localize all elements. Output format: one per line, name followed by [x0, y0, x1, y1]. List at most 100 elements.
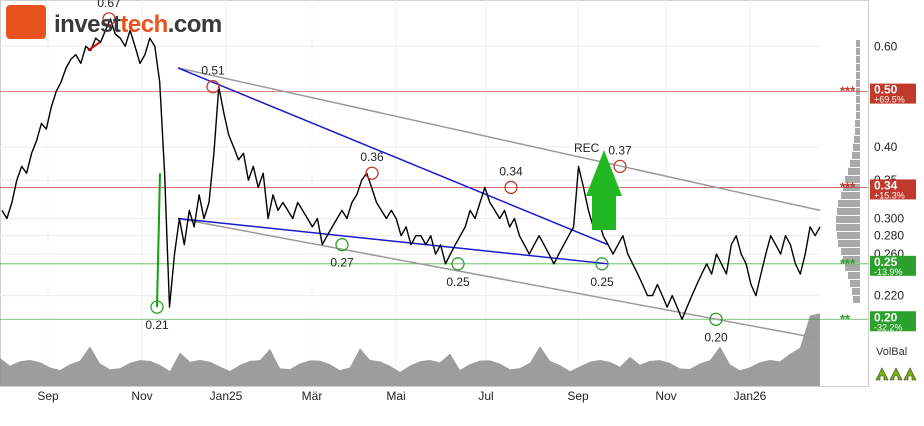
volume-profile-bar: [837, 208, 860, 215]
pivot-label: 0.25: [446, 275, 470, 289]
volume-profile-bar: [856, 64, 860, 71]
level-pct: -32.2%: [874, 322, 903, 332]
y-tick-label: 0.40: [874, 140, 898, 154]
pivot-marker: [504, 180, 518, 195]
arrow-up-green-icon: [903, 367, 917, 381]
pivot-marker: [595, 257, 609, 271]
pivot-marker: [206, 80, 220, 94]
arrow-up-green-icon: [889, 367, 903, 381]
pivot-label: 0.34: [499, 164, 523, 178]
level-badge-support: [870, 255, 916, 276]
volume-profile-bar: [853, 144, 860, 151]
volume-profile-bar: [852, 288, 860, 295]
y-tick-label: 0.300: [874, 212, 904, 226]
level-stars: **: [840, 311, 851, 326]
pivot-label: 0.21: [145, 318, 169, 332]
x-tick-label: Jan26: [734, 389, 767, 403]
logo-badge-icon: [6, 5, 46, 39]
volume-profile-bar: [856, 72, 860, 79]
volume-profile-bar: [848, 168, 860, 175]
volbal-arrows: [875, 367, 917, 381]
logo-text: investtech.com: [54, 11, 222, 38]
level-value: 0.20: [874, 310, 898, 324]
volume-profile-bar: [856, 96, 860, 103]
volume-profile-bar: [838, 240, 860, 247]
level-pct: -13.9%: [874, 267, 903, 277]
pivot-marker: [335, 238, 349, 252]
pivot-marker: [150, 300, 164, 314]
y-tick-label: 0.280: [874, 229, 904, 243]
breakout-segment: [87, 41, 101, 52]
investtech-logo[interactable]: investtech.com: [6, 5, 222, 39]
pivot-label: 0.27: [330, 256, 354, 270]
channel-upper: [177, 67, 821, 212]
rec-arrow-icon: [586, 150, 622, 230]
level-badge-resistance: [870, 83, 916, 104]
level-stars: ***: [840, 256, 856, 271]
level-pct: +15.3%: [874, 190, 905, 200]
pivot-label: 0.67: [97, 0, 121, 10]
pivot-label: 0.20: [704, 330, 728, 344]
pivot-label: 0.37: [608, 143, 632, 157]
rec-label: REC: [574, 141, 600, 155]
level-pct: +69.5%: [874, 95, 905, 105]
pivot-label: 0.25: [590, 275, 614, 289]
volume-profile-bar: [850, 160, 860, 167]
volbal-label: VolBal: [876, 346, 908, 358]
level-value: 0.34: [874, 178, 898, 192]
level-badge-resistance: [870, 179, 916, 200]
x-tick-label: Nov: [655, 389, 676, 403]
volume-profile-bar: [848, 272, 860, 279]
volume-profile-bar: [856, 80, 860, 87]
volume-profile-bar: [841, 248, 860, 255]
pivot-marker: [709, 312, 723, 326]
level-stars: ***: [840, 84, 856, 99]
x-tick-label: Jan25: [210, 389, 243, 403]
volume-profile-bar: [838, 200, 860, 207]
y-tick-label: 0.60: [874, 39, 898, 53]
volume-profile-bar: [850, 280, 860, 287]
pivot-marker: [102, 12, 116, 26]
volume-profile-bar: [856, 48, 860, 55]
breakdown-segment: [156, 173, 161, 308]
volume-profile-bar: [856, 104, 860, 111]
wedge-upper: [177, 67, 609, 246]
volume-profile-bar: [856, 40, 860, 47]
volume-profile-bar: [853, 296, 860, 303]
level-value: 0.25: [874, 255, 898, 269]
chart-frame: [0, 0, 869, 387]
x-tick-label: Mär: [302, 389, 323, 403]
x-tick-label: Jul: [478, 389, 493, 403]
volume-profile-bar: [841, 192, 860, 199]
volume-profile-bar: [836, 216, 860, 223]
level-badge-support: [870, 311, 916, 332]
volume-profile-bar: [856, 56, 860, 63]
volume-area: [0, 313, 820, 386]
volume-profile-bar: [837, 232, 860, 239]
y-tick-label: 0.220: [874, 289, 904, 303]
pivot-label: 0.51: [201, 64, 225, 78]
volume-profile-bar: [856, 112, 860, 119]
x-tick-label: Mai: [386, 389, 405, 403]
arrow-up-green-icon: [875, 367, 889, 381]
wedge-lower: [177, 217, 609, 265]
x-tick-label: Sep: [37, 389, 59, 403]
x-tick-label: Sep: [567, 389, 589, 403]
volume-profile-bar: [855, 128, 860, 135]
level-stars: ***: [840, 179, 856, 194]
pivot-marker: [451, 257, 465, 271]
volume-profile-bar: [855, 120, 860, 127]
channel-lower: [177, 217, 821, 340]
volume-profile-bar: [852, 152, 860, 159]
volume-profile-bar: [845, 176, 860, 183]
price-line: [1, 18, 821, 320]
volume-profile-bar: [845, 264, 860, 271]
pivot-label: 0.36: [360, 150, 384, 164]
x-tick-label: Nov: [131, 389, 152, 403]
pivot-marker: [613, 159, 627, 174]
pivot-marker: [365, 166, 379, 180]
volume-profile-bar: [836, 224, 860, 231]
volume-profile-bar: [854, 136, 860, 143]
level-value: 0.50: [874, 83, 898, 97]
